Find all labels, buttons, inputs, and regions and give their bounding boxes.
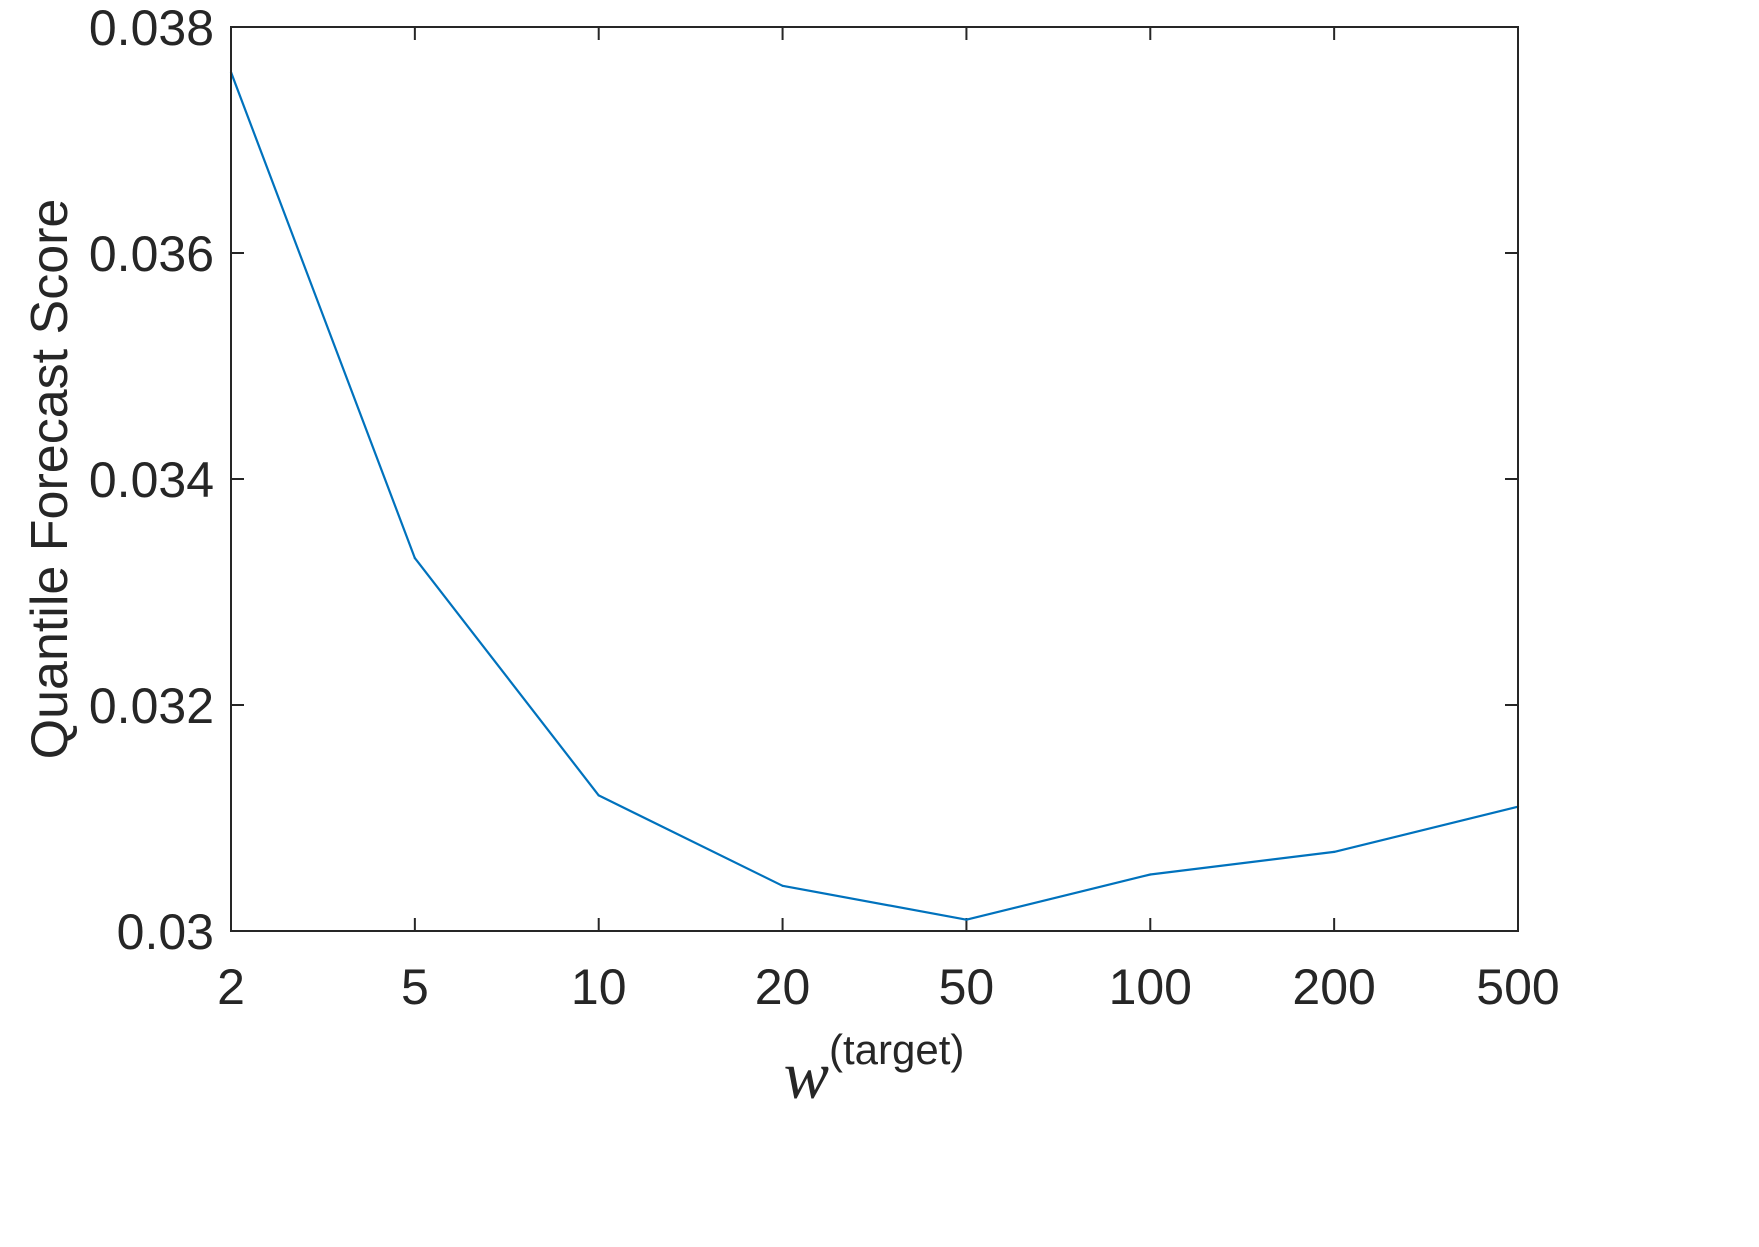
x-tick-label: 100 <box>1109 959 1192 1015</box>
data-point <box>1333 850 1336 854</box>
y-tick-label: 0.034 <box>89 452 214 508</box>
data-point <box>965 918 968 921</box>
y-tick-labels: 0.03 0.032 0.034 0.036 0.038 <box>89 0 214 960</box>
x-tick-label: 200 <box>1292 959 1375 1015</box>
x-tick-label: 10 <box>571 959 627 1015</box>
data-point <box>1149 873 1152 876</box>
x-tick-labels: 2 5 10 20 50 100 200 500 <box>217 959 1560 1015</box>
x-tick-label: 50 <box>939 959 995 1015</box>
plot-frame <box>230 26 1519 932</box>
series-line <box>229 71 1519 921</box>
data-point <box>597 794 600 797</box>
y-tick-label: 0.036 <box>89 226 214 282</box>
x-tick-label: 2 <box>217 959 245 1015</box>
data-point <box>781 884 784 887</box>
x-axis-label: w(target) <box>784 1026 965 1113</box>
x-axis-label-superscript: (target) <box>829 1026 964 1073</box>
y-tick-label: 0.032 <box>89 678 214 734</box>
x-tick-label: 500 <box>1476 959 1559 1015</box>
x-axis-label-symbol: w <box>784 1037 829 1113</box>
data-point <box>413 557 416 560</box>
y-axis-label: Quantile Forecast Score <box>21 199 79 760</box>
y-tick-label: 0.03 <box>117 904 214 960</box>
x-tick-label: 20 <box>755 959 811 1015</box>
y-tick-label: 0.038 <box>89 0 214 56</box>
plot-area <box>231 27 1518 931</box>
x-tick-label: 5 <box>401 959 429 1015</box>
